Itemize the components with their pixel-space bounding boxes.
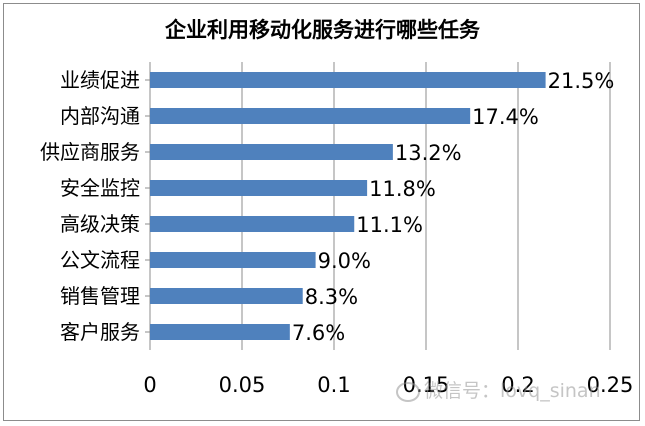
data-label: 9.0% xyxy=(318,249,371,273)
x-tick-label: 0.1 xyxy=(317,373,350,397)
data-label: 11.8% xyxy=(369,177,436,201)
data-label: 11.1% xyxy=(356,213,423,237)
bar xyxy=(150,144,393,160)
x-tick-label: 0 xyxy=(143,373,156,397)
category-label: 客户服务 xyxy=(60,320,140,344)
bar xyxy=(150,180,368,196)
x-tick-label: 0.2 xyxy=(501,373,534,397)
wechat-icon xyxy=(396,381,420,402)
data-label: 7.6% xyxy=(292,321,345,345)
data-label: 13.2% xyxy=(395,141,462,165)
bar xyxy=(150,216,355,232)
category-label: 销售管理 xyxy=(60,284,140,308)
chart-title: 企业利用移动化服务进行哪些任务 xyxy=(165,17,480,42)
bar xyxy=(150,108,471,124)
category-label: 公文流程 xyxy=(60,248,140,272)
category-label: 内部沟通 xyxy=(60,104,140,128)
category-label: 业绩促进 xyxy=(60,68,140,92)
watermark-text: 微信号：lovq_sinan xyxy=(424,380,601,402)
bar xyxy=(150,72,546,88)
x-tick-label: 0.05 xyxy=(219,373,266,397)
data-label: 8.3% xyxy=(305,285,358,309)
data-label: 21.5% xyxy=(548,69,615,93)
watermark: 微信号：lovq_sinan xyxy=(396,376,601,403)
bar xyxy=(150,288,303,304)
bar xyxy=(150,252,316,268)
bar xyxy=(150,324,290,340)
category-label: 安全监控 xyxy=(60,176,140,200)
category-label: 供应商服务 xyxy=(40,140,140,164)
category-label: 高级决策 xyxy=(60,212,140,236)
data-label: 17.4% xyxy=(472,105,539,129)
x-tick-label: 0.25 xyxy=(587,373,634,397)
